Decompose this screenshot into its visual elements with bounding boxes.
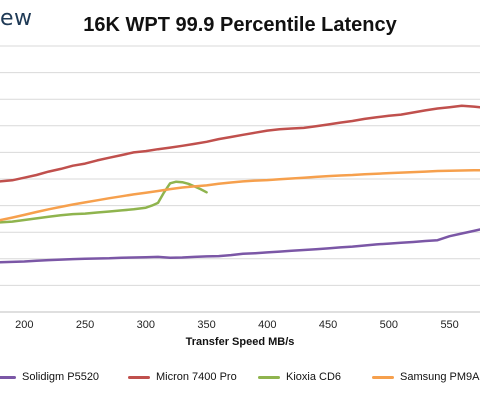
legend-item: Solidigm P5520: [0, 371, 99, 383]
x-tick-label: 350: [197, 319, 215, 331]
legend-swatch: [128, 375, 150, 379]
legend: Solidigm P5520 Micron 7400 Pro Kioxia CD6 S…: [0, 371, 480, 391]
x-tick-label: 450: [319, 319, 337, 331]
legend-item: Kioxia CD6: [258, 371, 341, 383]
brand-logo-text: ew: [0, 6, 33, 31]
legend-label: Micron 7400 Pro: [156, 371, 237, 383]
legend-swatch: [372, 375, 394, 379]
chart-title: 16K WPT 99.9 Percentile Latency: [83, 14, 397, 36]
x-axis: 200 250 300 350 400 450 500 550: [0, 311, 480, 331]
x-tick-label: 250: [76, 319, 94, 331]
series-line-2: [0, 180, 208, 224]
legend-item: Micron 7400 Pro: [128, 371, 237, 383]
series-line-0: [0, 228, 480, 264]
legend-swatch: [258, 375, 280, 379]
legend-label: Solidigm P5520: [22, 371, 100, 383]
x-tick-label: 550: [440, 319, 458, 331]
x-tick-label: 400: [258, 319, 276, 331]
legend-label: Kioxia CD6: [286, 371, 342, 383]
legend-item: Samsung PM9A3: [372, 371, 480, 383]
legend-label: Samsung PM9A3: [400, 371, 480, 383]
series-line-1: [0, 104, 480, 183]
x-tick-label: 500: [380, 319, 398, 331]
grid-lines: [0, 45, 480, 313]
series-line-3: [0, 168, 480, 222]
x-tick-label: 300: [137, 319, 155, 331]
legend-swatch: [0, 375, 16, 379]
x-axis-label: Transfer Speed MB/s: [185, 336, 295, 348]
series-lines: [0, 104, 480, 264]
x-tick-label: 200: [15, 319, 33, 331]
